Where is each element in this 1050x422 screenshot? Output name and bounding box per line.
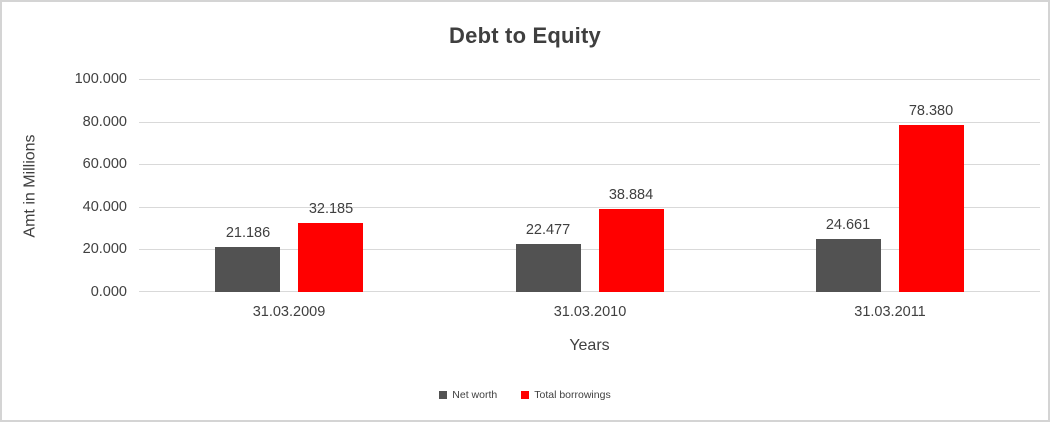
y-tick-label: 0.000 [90, 284, 127, 300]
data-label-net-worth-31-03-2010: 22.477 [525, 222, 571, 238]
bar-net-worth-31-03-2010 [516, 244, 581, 292]
data-label-total-borrowings-31-03-2010: 38.884 [608, 187, 654, 203]
legend-item-net-worth: Net worth [439, 389, 497, 401]
y-tick-label: 40.000 [82, 199, 127, 215]
y-axis-ticks: 0.000 20.000 40.000 60.000 80.000 100.000 [2, 71, 127, 300]
data-label-total-borrowings-31-03-2011: 78.380 [908, 103, 954, 119]
bar-net-worth-31-03-2009 [215, 247, 280, 292]
y-tick-label: 60.000 [82, 156, 127, 172]
x-category-label: 31.03.2010 [553, 304, 627, 320]
gridline [139, 79, 1040, 80]
data-label-total-borrowings-31-03-2009: 32.185 [308, 201, 354, 217]
gridline [139, 164, 1040, 165]
y-tick-label: 20.000 [82, 241, 127, 257]
gridline [139, 291, 1040, 292]
x-category-label: 31.03.2011 [854, 304, 926, 320]
data-label-net-worth-31-03-2009: 21.186 [225, 225, 271, 241]
legend: Net worth Total borrowings [2, 389, 1048, 401]
gridline [139, 207, 1040, 208]
bar-total-borrowings-31-03-2010 [599, 209, 664, 292]
gridline [139, 122, 1040, 123]
chart-title: Debt to Equity [449, 23, 601, 48]
data-label-net-worth-31-03-2011: 24.661 [825, 217, 871, 233]
x-axis-title: Years [569, 337, 610, 354]
legend-item-total-borrowings: Total borrowings [521, 389, 611, 401]
legend-swatch-icon [439, 391, 448, 399]
y-tick-label: 80.000 [82, 114, 127, 130]
plot-area: 21.186 32.185 31.03.2009 22.477 38.884 31.03.… [139, 79, 1040, 320]
bar-net-worth-31-03-2011 [816, 239, 881, 292]
legend-label: Net worth [452, 389, 498, 401]
gridline [139, 249, 1040, 250]
legend-label: Total borrowings [534, 389, 611, 401]
legend-swatch-icon [521, 391, 530, 399]
y-tick-label: 100.000 [74, 71, 127, 87]
bar-total-borrowings-31-03-2009 [298, 223, 363, 292]
x-category-label: 31.03.2009 [252, 304, 326, 320]
bar-total-borrowings-31-03-2011 [899, 125, 964, 292]
